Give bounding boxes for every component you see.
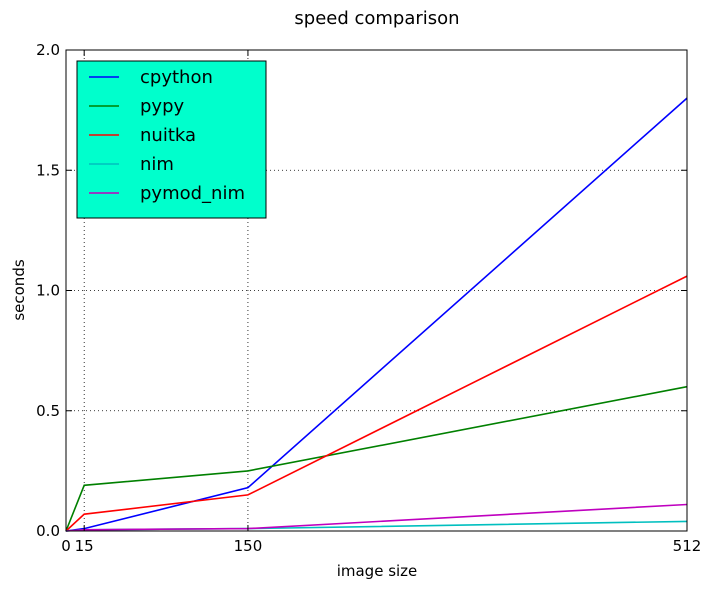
y-tick-label: 1.5 (36, 161, 60, 179)
y-tick-label: 2.0 (36, 41, 60, 59)
series-line-nuitka (65, 275, 688, 532)
legend-label: nuitka (140, 125, 196, 146)
x-tick-label: 15 (75, 537, 94, 555)
chart-title: speed comparison (294, 8, 459, 29)
y-tick-label: 0.5 (36, 402, 60, 420)
x-axis-label: image size (337, 562, 418, 580)
series-line-pymod-nim (65, 503, 688, 532)
legend-label: pypy (140, 96, 185, 117)
legend: cpython pypy nuitka nim pymod_nim (76, 60, 267, 219)
x-tick-label: 150 (234, 537, 263, 555)
axis-ticks: 0 15 150 512 0.0 0.5 1.0 1.5 2.0 (36, 41, 701, 555)
y-tick-label: 0.0 (36, 522, 60, 540)
legend-label: cpython (140, 67, 213, 88)
legend-box (76, 60, 267, 219)
legend-label: nim (140, 154, 174, 175)
x-tick-label: 512 (673, 537, 702, 555)
y-tick-label: 1.0 (36, 282, 60, 300)
series-line-pypy (65, 385, 688, 532)
y-axis-label: seconds (10, 259, 28, 320)
legend-label: pymod_nim (140, 183, 245, 204)
series-lines (65, 97, 688, 532)
x-tick-label: 0 (61, 537, 71, 555)
